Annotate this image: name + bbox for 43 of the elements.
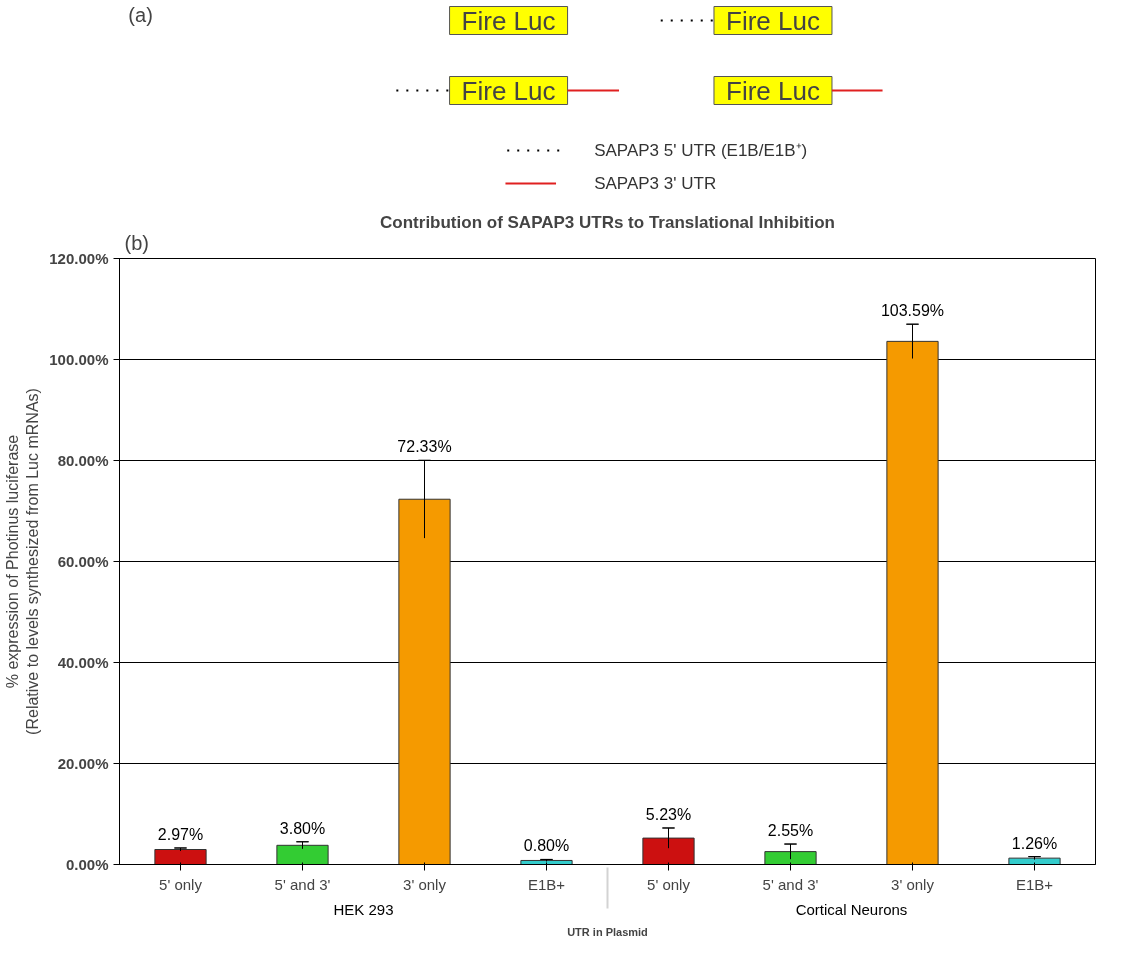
chart-title: Contribution of SAPAP3 UTRs to Translational Inhibition — [380, 212, 835, 232]
x-axis-title: UTR in Plasmid — [567, 925, 648, 938]
x-tick-label: 5' only — [159, 875, 203, 893]
x-tick-label: 3' only — [403, 875, 447, 893]
x-tick-label: 5' and 3' — [274, 875, 331, 893]
y-tick-label: 80.00% — [57, 452, 109, 469]
y-tick-label: 0.00% — [65, 856, 109, 873]
x-tick-label: E1B+ — [1015, 875, 1054, 893]
data-label: 72.33% — [397, 438, 452, 456]
bar — [1008, 857, 1061, 865]
x-tick-label: 5' only — [647, 875, 691, 893]
y-tick-label: 60.00% — [57, 553, 109, 570]
text: (a) — [128, 3, 153, 26]
data-label: 1.26% — [1011, 834, 1058, 852]
text: SAPAP3 5' UTR (E1B/E1B⁺) — [594, 141, 808, 160]
x-tick-label: 3' only — [891, 875, 935, 893]
data-label: 5.23% — [645, 805, 692, 823]
bar — [398, 498, 451, 865]
y-tick-label: 120.00% — [49, 250, 109, 267]
bar — [642, 837, 695, 865]
text: SAPAP3 3' UTR — [594, 174, 717, 193]
x-tick-label: E1B+ — [527, 875, 566, 893]
text: Cortical Neurons — [795, 900, 908, 918]
bar — [886, 340, 939, 865]
bar — [764, 851, 817, 865]
y-tick-label: 20.00% — [57, 755, 109, 772]
bar — [276, 844, 329, 865]
bar — [154, 849, 207, 865]
text: Fire Luc — [726, 75, 820, 106]
text: HEK 293 — [333, 900, 394, 918]
data-label: 2.55% — [767, 822, 814, 840]
y-tick-label: 100.00% — [49, 351, 109, 368]
text: Fire Luc — [461, 5, 556, 36]
data-label: 2.97% — [157, 825, 204, 843]
data-label: 0.80% — [523, 837, 570, 855]
data-label: 3.80% — [279, 819, 326, 837]
x-tick-label: 5' and 3' — [762, 875, 819, 893]
text: Fire Luc — [461, 75, 556, 106]
y-axis-title: % expression of Photinus luciferase (Relative to levels synthesized from Luc mRNAs) — [3, 388, 42, 735]
y-tick-label: 40.00% — [57, 654, 109, 671]
text: (b) — [124, 231, 149, 254]
data-label: 103.59% — [880, 302, 945, 320]
text: Fire Luc — [726, 5, 820, 36]
